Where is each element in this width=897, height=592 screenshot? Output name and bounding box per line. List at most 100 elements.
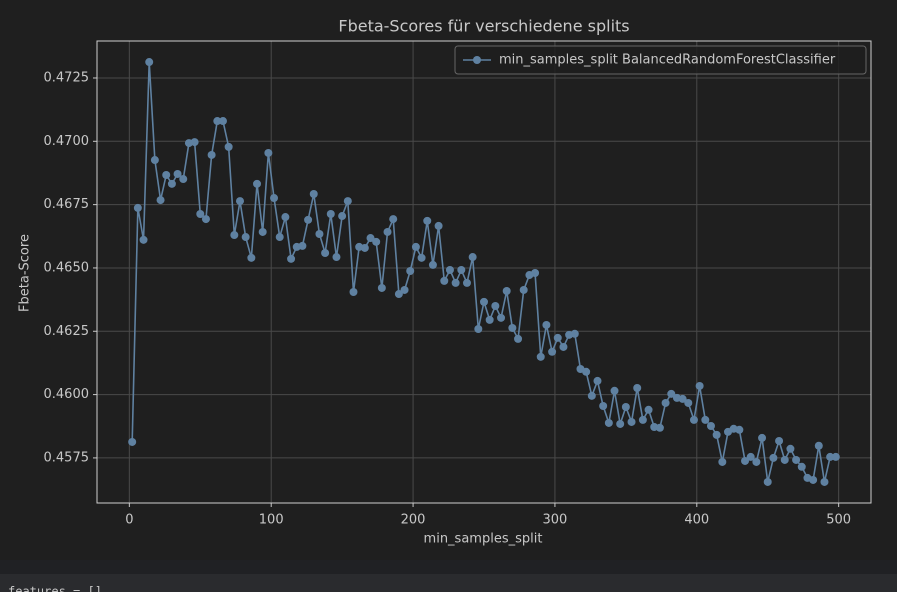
data-point (684, 398, 693, 407)
data-point (752, 457, 761, 466)
data-point (139, 235, 148, 244)
data-point (394, 290, 403, 299)
data-point (775, 436, 784, 445)
data-point (621, 403, 630, 412)
data-point (377, 283, 386, 292)
data-point (349, 288, 358, 297)
data-point (213, 117, 222, 126)
data-point (451, 278, 460, 287)
data-point (718, 457, 727, 466)
data-point (462, 278, 471, 287)
x-tick-label: 500 (826, 513, 851, 528)
data-point (207, 150, 216, 159)
data-point (332, 253, 341, 262)
data-point (179, 175, 188, 184)
data-point (616, 419, 625, 428)
data-point (230, 231, 239, 240)
data-point (610, 386, 619, 395)
data-point (502, 286, 511, 295)
data-point (655, 423, 664, 432)
data-point (638, 415, 647, 424)
data-point (792, 455, 801, 464)
data-point (678, 394, 687, 403)
data-point (145, 58, 154, 67)
legend-marker (473, 56, 481, 64)
data-point (809, 475, 818, 484)
data-point (423, 216, 432, 225)
y-tick-label: 0.4725 (44, 70, 90, 85)
data-point (434, 221, 443, 230)
data-point (411, 242, 420, 251)
data-point (440, 276, 449, 285)
code-text: features = [] (8, 585, 102, 592)
data-point (247, 253, 256, 262)
data-point (820, 477, 829, 486)
y-tick-label: 0.4675 (44, 197, 90, 212)
data-point (570, 329, 579, 338)
data-point (536, 352, 545, 361)
data-point (196, 209, 205, 218)
data-point (587, 391, 596, 400)
data-point (531, 269, 540, 278)
data-point (457, 265, 466, 274)
data-point (735, 425, 744, 434)
data-point (746, 452, 755, 461)
data-point (309, 189, 318, 198)
data-point (258, 227, 267, 236)
data-point (366, 234, 375, 243)
data-point (428, 260, 437, 269)
data-point (689, 415, 698, 424)
data-point (559, 342, 568, 351)
data-point (769, 453, 778, 462)
y-tick-label: 0.4650 (44, 260, 90, 275)
data-point (712, 430, 721, 439)
data-point (548, 347, 557, 356)
data-point (701, 415, 710, 424)
data-point (264, 148, 273, 157)
data-point (218, 117, 227, 126)
data-point (763, 477, 772, 486)
data-point (604, 418, 613, 427)
data-point (497, 313, 506, 322)
data-point (661, 398, 670, 407)
data-point (553, 333, 562, 342)
data-point (241, 233, 250, 242)
x-axis-label: min_samples_split (424, 532, 543, 547)
data-point (253, 179, 262, 188)
data-point (542, 320, 551, 329)
data-point (383, 227, 392, 236)
y-tick-label: 0.4625 (44, 324, 90, 339)
data-point (695, 381, 704, 390)
data-point (162, 170, 171, 179)
data-point (644, 405, 653, 414)
data-point (667, 389, 676, 398)
data-point (343, 197, 352, 206)
data-point (315, 230, 324, 239)
data-point (150, 156, 159, 165)
data-point (156, 196, 165, 205)
data-point (270, 194, 279, 203)
data-point (275, 233, 284, 242)
data-point (485, 315, 494, 324)
x-tick-label: 200 (401, 513, 426, 528)
data-point (400, 285, 409, 294)
data-point (514, 334, 523, 343)
data-point (372, 237, 381, 246)
data-point (519, 285, 528, 294)
data-point (814, 441, 823, 450)
legend-label: min_samples_split BalancedRandomForestCl… (499, 53, 836, 68)
data-point (287, 254, 296, 263)
data-point (190, 138, 199, 147)
data-point (304, 215, 313, 224)
figure-background (0, 0, 897, 560)
y-axis-label: Fbeta-Score (18, 234, 33, 312)
data-point (758, 433, 767, 442)
data-point (706, 422, 715, 430)
data-point (474, 324, 483, 333)
x-tick-label: 400 (684, 513, 709, 528)
data-point (786, 444, 795, 453)
data-point (508, 323, 517, 332)
data-point (298, 241, 307, 250)
